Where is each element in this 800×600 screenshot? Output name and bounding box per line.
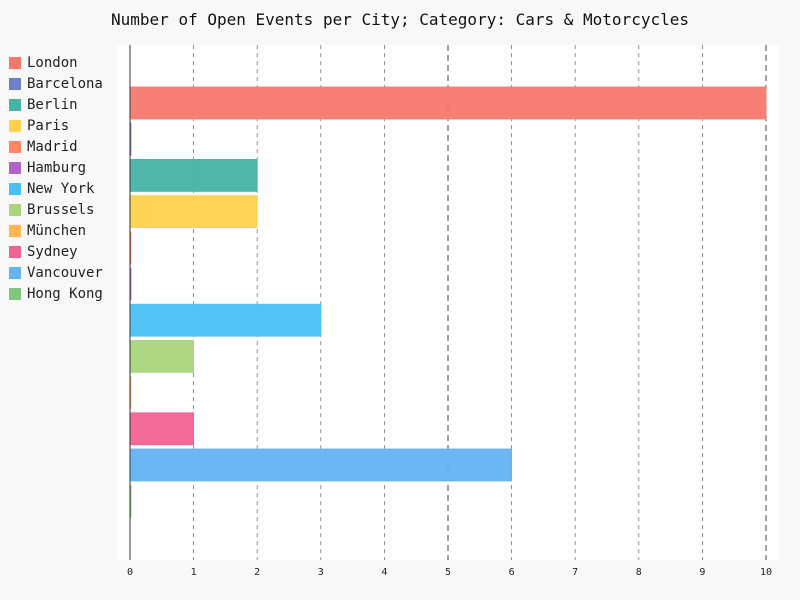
x-tick-label: 1	[191, 567, 197, 578]
legend-label: Paris	[27, 117, 70, 134]
legend-label: Sydney	[27, 243, 78, 260]
legend-label: Barcelona	[27, 75, 103, 92]
legend-label: Hong Kong	[27, 285, 103, 302]
legend-item[interactable]: Barcelona	[9, 73, 103, 94]
legend-swatch	[9, 203, 21, 216]
legend-label: New York	[27, 180, 95, 197]
bar-new-york	[129, 303, 322, 337]
legend-swatch	[9, 119, 21, 132]
legend-label: Hamburg	[27, 159, 87, 176]
x-tick-label: 3	[318, 567, 324, 578]
x-tick-label: 4	[381, 567, 387, 578]
legend-label: München	[27, 222, 87, 239]
legend-label: Madrid	[27, 138, 78, 155]
legend-item[interactable]: Vancouver	[9, 262, 103, 283]
legend-label: Berlin	[27, 96, 78, 113]
legend-item[interactable]: Madrid	[9, 136, 103, 157]
legend-swatch	[9, 161, 21, 174]
legend-item[interactable]: Hong Kong	[9, 283, 103, 304]
legend-label: Brussels	[27, 201, 95, 218]
legend-label: Vancouver	[27, 264, 103, 281]
bar-london	[129, 86, 767, 120]
x-tick-label: 10	[760, 567, 772, 578]
bar-brussels	[129, 339, 194, 373]
legend-swatch	[9, 98, 21, 111]
legend-item[interactable]: Hamburg	[9, 157, 103, 178]
legend-item[interactable]: Paris	[9, 115, 103, 136]
legend-item[interactable]: Berlin	[9, 94, 103, 115]
legend-item[interactable]: New York	[9, 178, 103, 199]
legend-swatch	[9, 77, 21, 90]
x-tick-label: 7	[572, 567, 578, 578]
bar-sydney	[129, 412, 194, 446]
x-tick-label: 6	[509, 567, 515, 578]
legend-swatch	[9, 224, 21, 237]
legend-item[interactable]: London	[9, 52, 103, 73]
bar-vancouver	[129, 448, 513, 482]
legend-swatch	[9, 182, 21, 195]
bar-paris	[129, 195, 258, 229]
x-tick-label: 9	[699, 567, 705, 578]
legend-swatch	[9, 266, 21, 279]
x-tick-label: 8	[636, 567, 642, 578]
x-tick-label: 0	[127, 567, 133, 578]
legend-swatch	[9, 140, 21, 153]
legend: London Barcelona Berlin Paris Madrid Hamburg N…	[9, 52, 103, 304]
legend-swatch	[9, 287, 21, 300]
legend-item[interactable]: München	[9, 220, 103, 241]
legend-label: London	[27, 54, 78, 71]
bar-berlin	[129, 158, 258, 192]
x-tick-label: 5	[445, 567, 451, 578]
x-tick-label: 2	[254, 567, 260, 578]
legend-item[interactable]: Sydney	[9, 241, 103, 262]
legend-swatch	[9, 56, 21, 69]
legend-swatch	[9, 245, 21, 258]
legend-item[interactable]: Brussels	[9, 199, 103, 220]
chart-title: Number of Open Events per City; Category…	[111, 10, 689, 29]
